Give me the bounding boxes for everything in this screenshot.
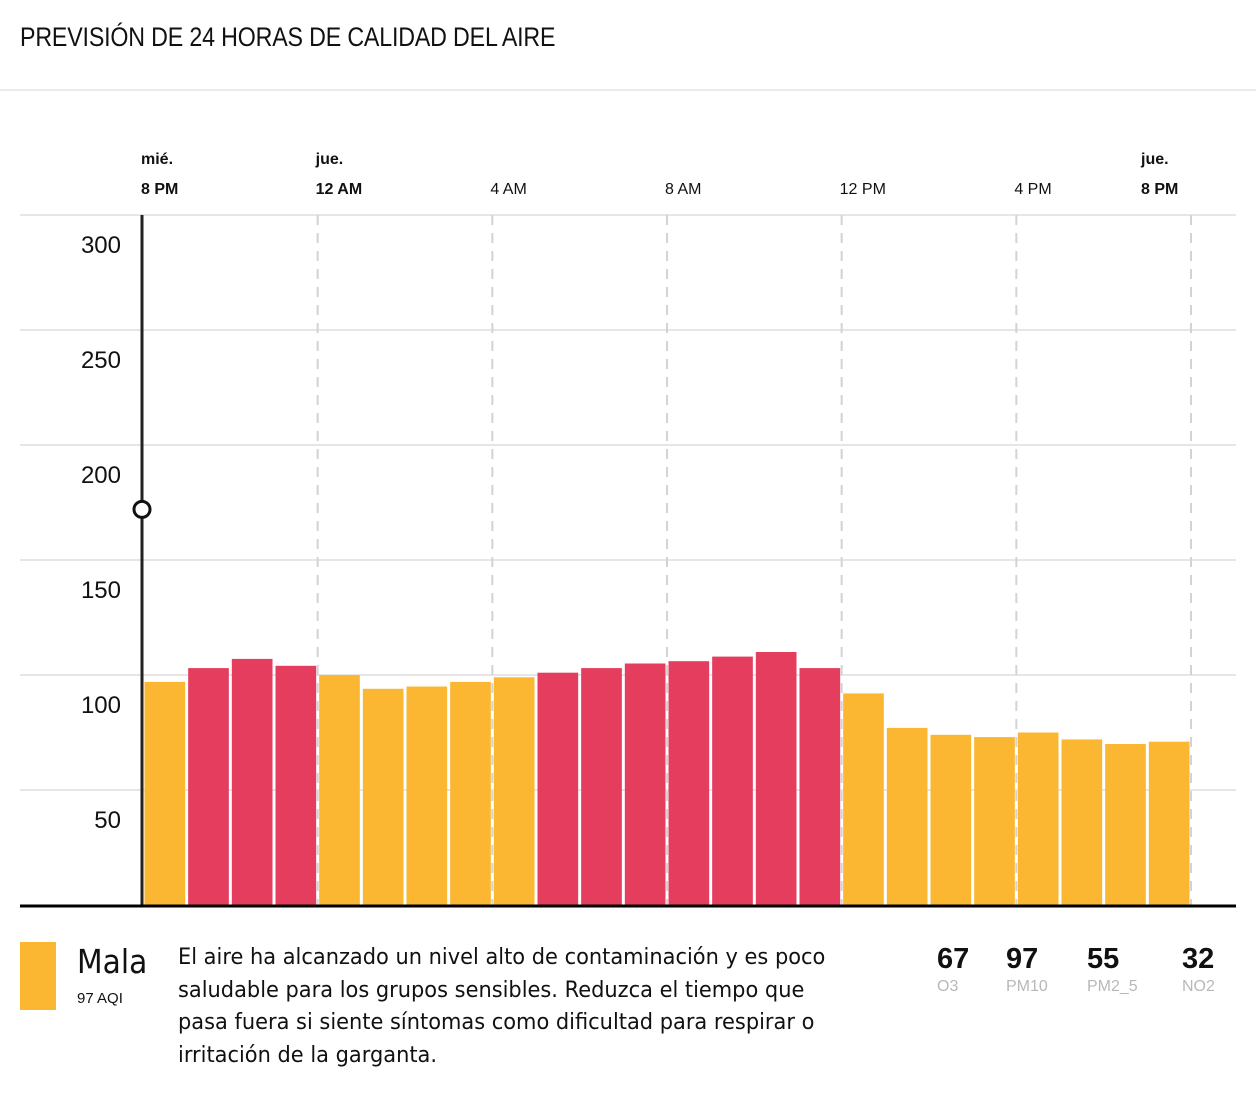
current-time-marker — [132, 215, 152, 905]
pollutant-o3: 67 O3 — [937, 942, 969, 998]
bar-17:00 — [1061, 739, 1103, 905]
pollutant-value: 32 — [1182, 943, 1215, 975]
x-tick-time: 8 PM — [141, 181, 178, 198]
x-axis-ticks: mié. 8 PM jue. 12 AM 4 AM 8 AM 12 PM 4 PM jue. 8 … — [141, 151, 1178, 198]
x-tick-day: jue. — [315, 151, 344, 168]
bar-22:00 — [231, 658, 273, 905]
aqi-value-label: 97 AQI — [77, 990, 123, 1007]
bar-23:00 — [275, 665, 317, 905]
x-tick-time: 8 PM — [1141, 181, 1178, 198]
bar-14:00 — [930, 734, 972, 905]
x-tick-day: jue. — [1140, 151, 1169, 168]
aqi-forecast-chart: 50 100 150 200 250 300 mié. 8 PM jue. 12 AM 4 AM 8… — [20, 151, 1236, 908]
bar-08:00 — [668, 661, 710, 905]
aqi-level-name: Mala — [77, 942, 148, 981]
hour-grid-lines — [316, 215, 1192, 905]
y-tick-label: 200 — [81, 462, 121, 489]
bar-09:00 — [712, 656, 753, 905]
bar-20:00 — [144, 681, 186, 905]
current-time-marker-dot — [132, 499, 152, 519]
bar-05:00 — [537, 672, 579, 905]
y-tick-label: 150 — [81, 577, 121, 604]
bar-21:00 — [188, 668, 229, 905]
pollutant-name: NO2 — [1182, 978, 1215, 995]
y-axis-ticks: 50 100 150 200 250 300 — [81, 232, 121, 834]
y-tick-label: 100 — [81, 692, 121, 719]
pollutant-name: O3 — [937, 978, 959, 995]
bar-07:00 — [624, 663, 666, 905]
bar-19:00 — [1148, 741, 1190, 905]
bar-16:00 — [1017, 732, 1059, 905]
x-tick-time: 4 AM — [490, 181, 526, 198]
page-title: PREVISIÓN DE 24 HORAS DE CALIDAD DEL AIR… — [20, 22, 556, 52]
bar-01:00 — [362, 688, 404, 905]
pollutant-value: 55 — [1087, 943, 1120, 975]
bar-04:00 — [493, 677, 535, 905]
bar-03:00 — [450, 681, 491, 905]
pollutant-value: 67 — [937, 943, 970, 975]
y-tick-label: 300 — [81, 232, 121, 259]
pollutant-name: PM2_5 — [1087, 978, 1138, 995]
x-tick-time: 8 AM — [665, 181, 701, 198]
y-tick-label: 50 — [94, 807, 121, 834]
aqi-description: El aire ha alcanzado un nivel alto de co… — [178, 944, 826, 1068]
bar-10:00 — [755, 652, 797, 905]
bar-02:00 — [406, 686, 448, 905]
y-tick-label: 250 — [81, 347, 121, 374]
x-tick-time: 12 PM — [840, 181, 886, 198]
x-tick-day: mié. — [141, 151, 173, 168]
header-divider — [0, 89, 1256, 91]
pollutant-value: 97 — [1006, 943, 1039, 975]
bars — [144, 652, 1190, 905]
bar-06:00 — [581, 668, 622, 905]
aqi-level-swatch — [20, 942, 56, 1010]
x-tick-time: 4 PM — [1014, 181, 1051, 198]
bar-00:00 — [319, 675, 360, 905]
x-tick-time: 12 AM — [316, 181, 363, 198]
pollutant-name: PM10 — [1006, 978, 1048, 995]
pollutant-pm10: 97 PM10 — [1006, 942, 1048, 998]
bar-11:00 — [799, 668, 841, 905]
bar-12:00 — [843, 693, 884, 905]
bar-18:00 — [1105, 744, 1146, 905]
pollutant-no2: 32 NO2 — [1182, 942, 1215, 998]
bar-13:00 — [886, 727, 928, 905]
pollutant-list: 67 O3 97 PM10 55 PM2_5 32 NO2 — [0, 942, 1256, 1012]
pollutant-pm2-5: 55 PM2_5 — [1087, 942, 1138, 998]
bar-15:00 — [974, 737, 1015, 905]
